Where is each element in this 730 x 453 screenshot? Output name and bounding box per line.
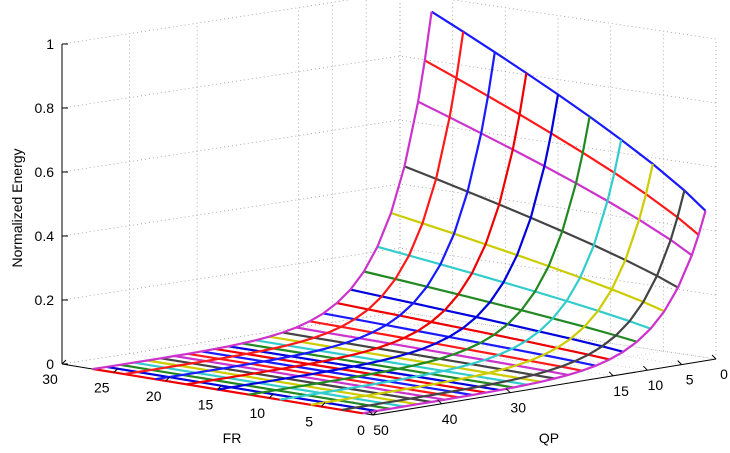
surface-line-qp (309, 320, 583, 372)
surface-line-fr (341, 190, 686, 411)
surface-line-fr (310, 163, 654, 406)
y-tick-label: 0 (720, 366, 728, 382)
surface-line-qp (187, 352, 459, 399)
z-tick-label: 0 (46, 356, 54, 372)
surface-line-fr (92, 11, 433, 371)
grid-line (61, 183, 717, 237)
grid-line (61, 0, 717, 45)
x-tick-mark (268, 393, 274, 399)
x-tick-label: 5 (305, 414, 313, 430)
z-tick-label: 1 (46, 36, 54, 52)
y-tick-label: 50 (373, 422, 389, 438)
y-tick-mark (368, 410, 374, 416)
surface-line-qp (241, 342, 514, 389)
surface-line-qp (174, 354, 446, 401)
surface-line-qp (282, 331, 555, 380)
surface-line-fr (155, 52, 496, 381)
surface-line-qp (350, 288, 624, 353)
x-axis-label: FR (223, 430, 242, 446)
surface-line-fr (248, 116, 591, 396)
surface-mesh (92, 10, 707, 415)
surface-line-qp (323, 312, 597, 367)
surface-line-qp (404, 165, 679, 289)
x-tick-mark (372, 410, 378, 416)
surface-line-qp (120, 363, 391, 410)
grid-line (61, 119, 717, 173)
y-tick-label: 5 (686, 372, 694, 388)
z-tick-label: 0.6 (35, 164, 55, 180)
x-tick-label: 25 (94, 380, 110, 396)
x-tick-label: 20 (146, 388, 162, 404)
x-tick-label: 10 (250, 405, 266, 421)
surface-line-qp (431, 10, 707, 212)
x-tick-mark (217, 385, 222, 390)
x-tick-label: 15 (198, 397, 214, 413)
surface-line-qp (106, 365, 377, 413)
y-tick-mark (437, 399, 442, 405)
surface-line-fr (186, 72, 528, 386)
x-tick-label: 0 (357, 422, 365, 438)
grid-line (61, 55, 717, 109)
y-tick-mark (505, 388, 511, 393)
x-tick-mark (165, 376, 171, 382)
surface-line-qp (214, 347, 487, 394)
surface-line-qp (201, 350, 473, 397)
surface-line-fr (362, 210, 707, 415)
surface-line-qp (92, 367, 363, 415)
surface-line-fr (217, 94, 560, 391)
surface-line-fr (279, 139, 623, 401)
surface-line-qp (160, 357, 432, 404)
x-tick-mark (61, 359, 67, 365)
z-tick-label: 0.2 (35, 292, 55, 308)
z-tick-label: 0.4 (35, 228, 55, 244)
x-tick-mark (113, 368, 119, 373)
z-tick-label: 0.8 (35, 100, 55, 116)
surface-line-qp (363, 270, 638, 343)
y-tick-mark (677, 360, 683, 365)
surface-line-qp (133, 361, 404, 408)
y-tick-label: 15 (613, 383, 629, 399)
surface-line-qp (268, 335, 542, 383)
surface-line-qp (147, 359, 418, 406)
y-axis-line (372, 358, 717, 416)
y-tick-mark (608, 371, 614, 377)
y-axis-label: QP (539, 430, 559, 446)
surface-line-qp (296, 326, 569, 376)
y-tick-label: 40 (442, 411, 458, 427)
surface-line-qp (377, 245, 651, 330)
surface-line-qp (417, 100, 693, 257)
y-tick-mark (643, 365, 648, 371)
x-tick-label: 30 (42, 371, 58, 387)
z-axis-label: Normalized Energy (9, 148, 25, 267)
surface-line-qp (424, 59, 700, 236)
y-tick-mark (711, 354, 717, 360)
surface-line-qp (336, 302, 610, 361)
y-tick-label: 10 (648, 377, 664, 393)
surface-line-fr (124, 31, 465, 376)
surface-line-qp (228, 345, 500, 392)
surface-line-qp (255, 339, 528, 386)
y-tick-label: 30 (510, 400, 526, 416)
surface-line-qp (390, 211, 665, 313)
x-tick-mark (320, 402, 326, 407)
